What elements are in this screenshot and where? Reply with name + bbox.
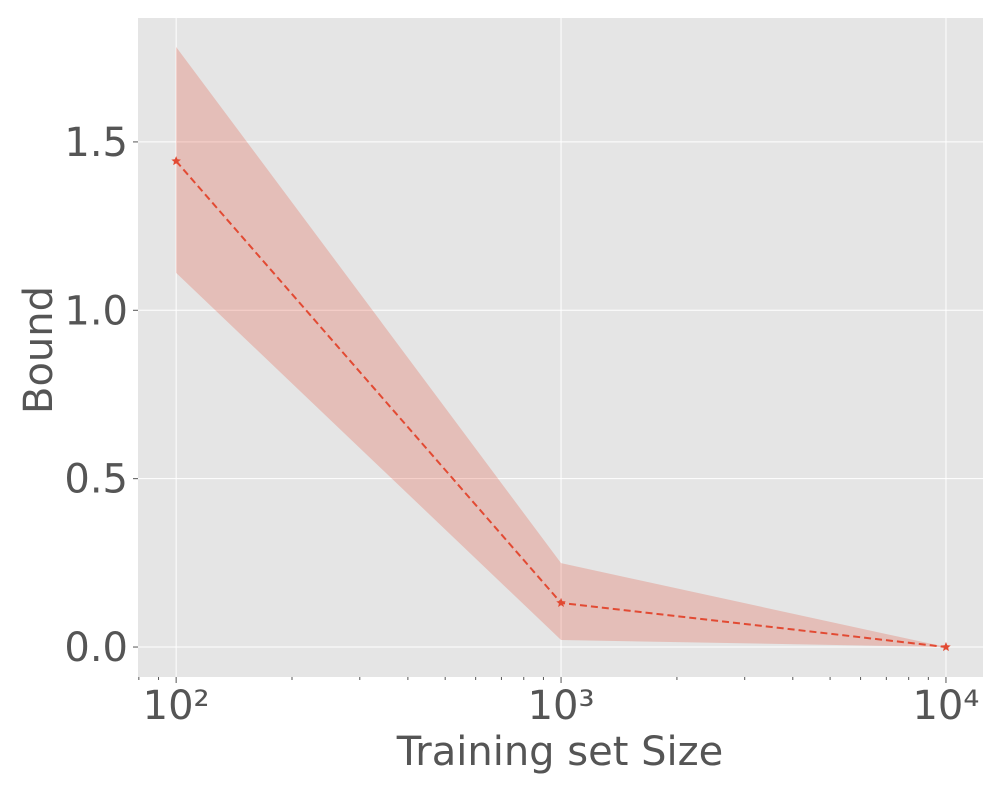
x-tick-label: 10² [143,683,210,729]
marker [171,156,181,166]
plot-area [138,18,983,677]
marker [556,597,566,607]
x-tick-label: 10³ [528,683,595,729]
x-tick-label: 10⁴ [912,683,979,729]
y-tick-label: 1.5 [64,120,128,166]
x-axis-label: Training set Size [396,729,724,775]
confidence-band [176,46,946,648]
y-tick-label: 0.5 [64,457,128,503]
marker [941,642,951,652]
y-tick-label: 0.0 [64,625,128,671]
y-tick-label: 1.0 [64,288,128,334]
y-axis-label: Bound [16,286,62,414]
